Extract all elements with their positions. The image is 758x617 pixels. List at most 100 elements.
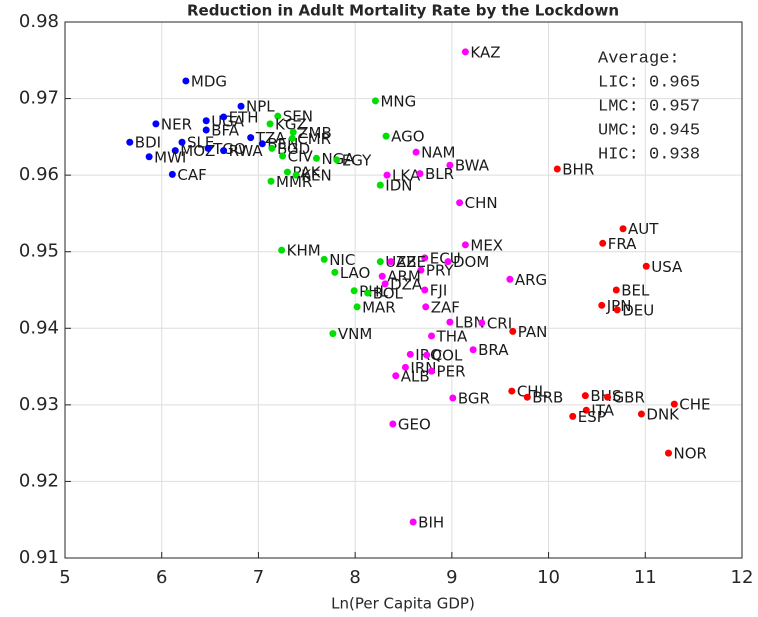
point-label: ETH [229, 108, 259, 126]
point-label: BOL [373, 285, 404, 303]
point-label: ARM [387, 268, 421, 286]
point-label: RWA [229, 142, 264, 160]
point [421, 254, 429, 262]
y-tick-label: 0.91 [19, 547, 59, 568]
point-label: ALB [401, 367, 430, 385]
point-label: BDI [135, 134, 161, 152]
point [456, 199, 464, 207]
point [288, 134, 296, 142]
point-label: IDN [385, 177, 412, 195]
point [444, 258, 452, 266]
point-label: JPN [606, 297, 632, 315]
point [416, 170, 424, 178]
point-label: DOM [453, 253, 489, 271]
plot-frame [64, 21, 743, 559]
point-label: CRI [487, 314, 512, 332]
point [461, 48, 469, 56]
point-label: THA [436, 327, 468, 345]
point [145, 153, 153, 161]
point-label: BLR [425, 165, 454, 183]
x-tick-label: 10 [537, 567, 560, 588]
point-label: ESP [578, 408, 606, 426]
point [461, 241, 469, 249]
point [523, 393, 531, 401]
point-label: ECU [430, 249, 461, 267]
point [329, 330, 337, 338]
point [449, 394, 457, 402]
point-label: AZE [396, 253, 426, 271]
point [376, 181, 384, 189]
point [202, 126, 210, 134]
point-label: BRB [532, 389, 563, 407]
point-label: BRA [478, 341, 509, 359]
x-tick-label: 8 [349, 567, 360, 588]
point [506, 275, 514, 283]
point [168, 170, 176, 178]
point-label: MEX [470, 236, 503, 254]
point-label: ITA [591, 402, 614, 420]
point [509, 327, 517, 335]
point-label: UZB [385, 253, 416, 271]
point [422, 303, 430, 311]
point-label: PAK [292, 164, 321, 182]
point [247, 134, 255, 142]
point [371, 97, 379, 105]
point-label: CHE [679, 396, 710, 414]
point [312, 154, 320, 162]
point-label: TGO [212, 140, 246, 158]
point [392, 372, 400, 380]
point [378, 272, 386, 280]
point [409, 518, 417, 526]
point [446, 318, 454, 326]
x-tick-label: 12 [731, 567, 754, 588]
point-label: NER [161, 115, 192, 133]
point-label: CMR [297, 130, 331, 148]
point [387, 258, 395, 266]
point [604, 393, 612, 401]
point-label: LBN [455, 314, 485, 332]
point-label: BFA [211, 121, 240, 139]
point-label: NIC [329, 251, 355, 269]
point-label: MWI [154, 148, 186, 166]
point-label: BHR [562, 161, 594, 179]
point [350, 287, 358, 295]
point [320, 255, 328, 263]
point-label: NAM [421, 144, 455, 162]
point [598, 301, 606, 309]
point [267, 177, 275, 185]
point-label: ZAF [431, 298, 460, 316]
point-label: BIH [418, 514, 444, 532]
point [423, 351, 431, 359]
point [417, 266, 425, 274]
annotation: LIC: 0.965 [598, 73, 700, 92]
point [406, 350, 414, 358]
point [152, 120, 160, 128]
point [266, 120, 274, 128]
point [619, 225, 627, 233]
point [171, 147, 179, 155]
y-tick-label: 0.97 [19, 88, 59, 109]
point [353, 303, 361, 311]
point [401, 363, 409, 371]
point-label: GBR [613, 389, 645, 407]
point [469, 346, 477, 354]
point [268, 144, 276, 152]
point [613, 306, 621, 314]
point-label: KEN [301, 167, 332, 185]
point-label: UGA [211, 112, 245, 130]
point [670, 400, 678, 408]
annotation: Average: [598, 49, 680, 68]
point-label: BWA [455, 157, 490, 175]
point [421, 286, 429, 294]
x-tick-label: 11 [634, 567, 657, 588]
point [364, 289, 372, 297]
point-label: CHN [465, 194, 498, 212]
point-label: MDG [191, 72, 227, 90]
point-label: VNM [338, 325, 372, 343]
point-label: KAZ [470, 43, 500, 61]
point [283, 168, 291, 176]
point [642, 262, 650, 270]
y-tick-label: 0.95 [19, 241, 59, 262]
y-tick-label: 0.94 [19, 317, 59, 338]
